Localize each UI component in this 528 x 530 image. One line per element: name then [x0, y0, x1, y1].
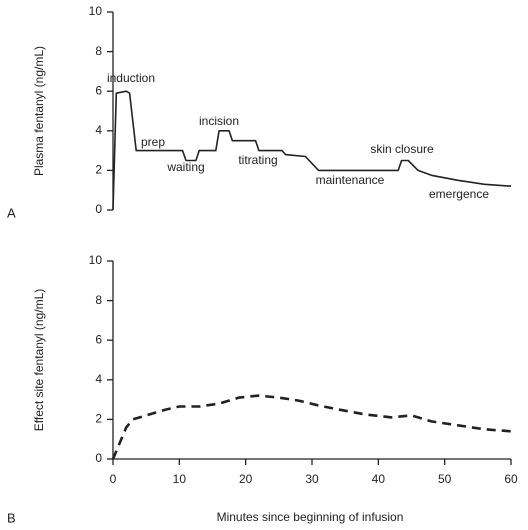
panel-label: A	[7, 205, 16, 220]
y-tick-label: 2	[95, 412, 102, 426]
x-tick-label: 30	[305, 472, 319, 486]
annotation: emergence	[429, 187, 489, 201]
y-axis-label: Effect site fentanyl (ng/mL)	[32, 289, 46, 432]
annotation: waiting	[166, 160, 204, 174]
annotation: incision	[199, 114, 239, 128]
data-line	[111, 394, 512, 460]
x-tick-label: 0	[110, 472, 117, 486]
y-axis-label: Plasma fentanyl (ng/mL)	[32, 46, 46, 176]
x-tick-label: 50	[438, 472, 452, 486]
y-tick-label: 2	[95, 163, 102, 177]
x-axis-label: Minutes since beginning of infusion	[217, 510, 404, 524]
x-tick-label: 40	[372, 472, 386, 486]
x-tick-label: 60	[504, 472, 518, 486]
y-tick-label: 6	[95, 83, 102, 97]
y-tick-label: 0	[95, 451, 102, 465]
y-tick-label: 4	[95, 372, 102, 386]
annotation: maintenance	[316, 173, 385, 187]
y-tick-label: 10	[89, 4, 103, 18]
annotation: induction	[107, 71, 155, 85]
annotation: titrating	[238, 153, 277, 167]
y-tick-label: 8	[95, 293, 102, 307]
y-tick-label: 0	[95, 202, 102, 216]
y-tick-label: 8	[95, 44, 102, 58]
panel-label: B	[7, 510, 16, 525]
annotation: prep	[141, 135, 165, 149]
x-tick-label: 20	[239, 472, 253, 486]
annotation: skin closure	[370, 142, 434, 156]
x-tick-label: 10	[173, 472, 187, 486]
y-tick-label: 10	[89, 253, 103, 267]
y-tick-label: 4	[95, 123, 102, 137]
data-line	[112, 90, 512, 211]
y-tick-label: 6	[95, 332, 102, 346]
